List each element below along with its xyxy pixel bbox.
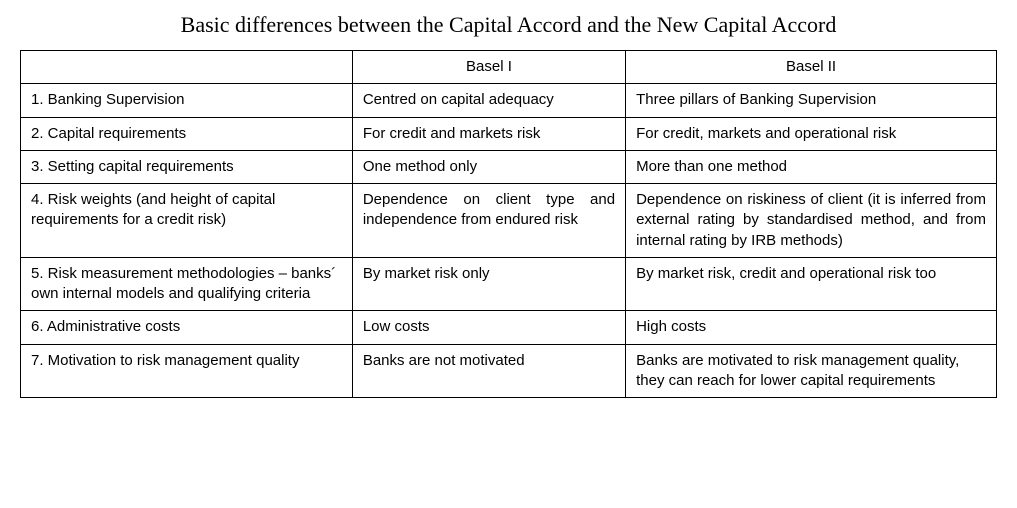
table-row: 4. Risk weights (and height of capital r… [21,184,997,258]
header-basel2: Basel II [626,51,997,84]
table-row: 6. Administrative costsLow costsHigh cos… [21,311,997,344]
row-label: 2. Capital requirements [21,117,353,150]
row-basel2: More than one method [626,150,997,183]
row-basel2: Three pillars of Banking Supervision [626,84,997,117]
table-row: 7. Motivation to risk management quality… [21,344,997,398]
row-basel2: For credit, markets and operational risk [626,117,997,150]
row-basel1: Banks are not motivated [352,344,625,398]
page-title: Basic differences between the Capital Ac… [20,12,997,38]
row-label: 7. Motivation to risk management quality [21,344,353,398]
row-basel1: One method only [352,150,625,183]
row-basel1: By market risk only [352,257,625,311]
row-basel2: By market risk, credit and operational r… [626,257,997,311]
table-body: 1. Banking SupervisionCentred on capital… [21,84,997,398]
row-basel2: Dependence on riskiness of client (it is… [626,184,997,258]
header-empty [21,51,353,84]
row-basel1: Low costs [352,311,625,344]
table-row: 5. Risk measurement methodologies – bank… [21,257,997,311]
row-basel1: Centred on capital adequacy [352,84,625,117]
row-label: 6. Administrative costs [21,311,353,344]
row-basel1: Dependence on client type and independen… [352,184,625,258]
row-basel1: For credit and markets risk [352,117,625,150]
table-header-row: Basel I Basel II [21,51,997,84]
header-basel1: Basel I [352,51,625,84]
row-label: 4. Risk weights (and height of capital r… [21,184,353,258]
table-row: 2. Capital requirementsFor credit and ma… [21,117,997,150]
table-row: 1. Banking SupervisionCentred on capital… [21,84,997,117]
row-label: 5. Risk measurement methodologies – bank… [21,257,353,311]
row-basel2: High costs [626,311,997,344]
row-basel2: Banks are motivated to risk management q… [626,344,997,398]
table-row: 3. Setting capital requirementsOne metho… [21,150,997,183]
comparison-table: Basel I Basel II 1. Banking SupervisionC… [20,50,997,398]
row-label: 1. Banking Supervision [21,84,353,117]
row-label: 3. Setting capital requirements [21,150,353,183]
